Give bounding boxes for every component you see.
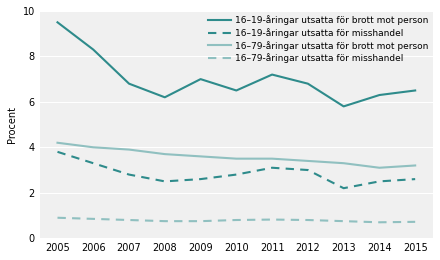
Y-axis label: Procent: Procent bbox=[7, 106, 17, 143]
Legend: 16–19-åringar utsatta för brott mot person, 16–19-åringar utsatta för misshandel: 16–19-åringar utsatta för brott mot pers… bbox=[208, 15, 429, 63]
